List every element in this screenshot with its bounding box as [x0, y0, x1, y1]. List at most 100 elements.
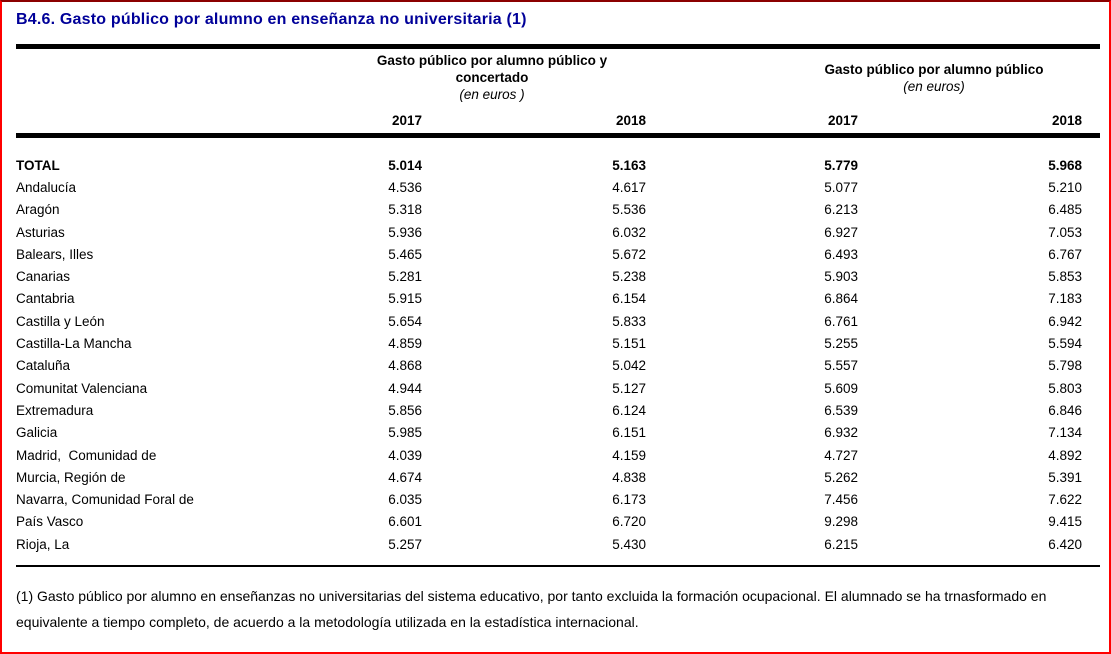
group-header-title: Gasto público por alumno público — [824, 62, 1044, 77]
value-cell: 5.281 — [388, 269, 422, 285]
value-cell: 5.163 — [612, 157, 646, 173]
value-cell: 4.727 — [824, 447, 858, 463]
value-cell: 5.151 — [612, 336, 646, 352]
value-cell: 5.557 — [824, 358, 858, 374]
region-cell: Andalucía — [16, 179, 77, 195]
region-cell: Murcia, Región de — [16, 469, 126, 485]
region-cell: Balears, Illes — [16, 246, 94, 262]
table-row: Comunitat Valenciana 4.944 5.127 5.609 5.803 — [16, 377, 1082, 399]
value-cell: 5.391 — [1048, 469, 1082, 485]
table-row: País Vasco 6.601 6.720 9.298 9.415 — [16, 511, 1082, 533]
table-row: Galicia 5.985 6.151 6.932 7.134 — [16, 422, 1082, 444]
value-cell: 6.720 — [612, 514, 646, 530]
data-table: TOTAL 5.014 5.163 5.779 5.968 Andalucía 4.536 4… — [16, 154, 1082, 555]
table-row: Castilla y León 5.654 5.833 6.761 6.942 — [16, 310, 1082, 332]
value-cell: 5.985 — [388, 425, 422, 441]
table-row: Navarra, Comunidad Foral de 6.035 6.173 7.4… — [16, 488, 1082, 510]
value-cell: 4.868 — [388, 358, 422, 374]
region-cell: Rioja, La — [16, 536, 70, 552]
value-cell: 5.672 — [612, 246, 646, 262]
value-cell: 5.318 — [388, 202, 422, 218]
region-cell: Castilla y León — [16, 313, 105, 329]
table-row: TOTAL 5.014 5.163 5.779 5.968 — [16, 154, 1082, 176]
region-cell: Castilla-La Mancha — [16, 336, 132, 352]
value-cell: 5.936 — [388, 224, 422, 240]
page-title: B4.6. Gasto público por alumno en enseña… — [16, 11, 527, 28]
table-row: Murcia, Región de 4.674 4.838 5.262 5.391 — [16, 466, 1082, 488]
value-cell: 6.154 — [612, 291, 646, 307]
value-cell: 5.853 — [1048, 269, 1082, 285]
value-cell: 9.298 — [824, 514, 858, 530]
value-cell: 5.262 — [824, 469, 858, 485]
value-cell: 5.968 — [1048, 157, 1082, 173]
top-rule — [16, 44, 1100, 49]
value-cell: 6.032 — [612, 224, 646, 240]
table-area: Gasto público por alumno público y conce… — [16, 44, 1100, 635]
group-header-unit: (en euros) — [903, 79, 965, 94]
group-header-unit: (en euros ) — [459, 87, 525, 102]
value-cell: 4.159 — [612, 447, 646, 463]
region-cell: Asturias — [16, 224, 65, 240]
table-row: Rioja, La 5.257 5.430 6.215 6.420 — [16, 533, 1082, 555]
value-cell: 7.134 — [1048, 425, 1082, 441]
table-header: Gasto público por alumno público y conce… — [16, 49, 1100, 133]
value-cell: 5.798 — [1048, 358, 1082, 374]
region-cell: País Vasco — [16, 514, 84, 530]
value-cell: 6.761 — [824, 313, 858, 329]
value-cell: 5.609 — [824, 380, 858, 396]
value-cell: 7.183 — [1048, 291, 1082, 307]
value-cell: 6.173 — [612, 492, 646, 508]
value-cell: 5.042 — [612, 358, 646, 374]
value-cell: 5.257 — [388, 536, 422, 552]
footnote: (1) Gasto público por alumno en enseñanz… — [16, 588, 1047, 631]
value-cell: 6.601 — [388, 514, 422, 530]
bottom-rule — [16, 565, 1100, 568]
table-row: Madrid, Comunidad de 4.039 4.159 4.727 4.892 — [16, 444, 1082, 466]
table-row: Balears, Illes 5.465 5.672 6.493 6.767 — [16, 243, 1082, 265]
year-header-2017-a: 2017 — [391, 113, 422, 128]
value-cell: 6.485 — [1048, 202, 1082, 218]
year-header-2018-b: 2018 — [1051, 113, 1082, 128]
value-cell: 5.856 — [388, 402, 422, 418]
table-row: Cataluña 4.868 5.042 5.557 5.798 — [16, 355, 1082, 377]
table-row: Aragón 5.318 5.536 6.213 6.485 — [16, 199, 1082, 221]
value-cell: 6.846 — [1048, 402, 1082, 418]
region-cell: Galicia — [16, 425, 58, 441]
value-cell: 5.210 — [1048, 179, 1082, 195]
value-cell: 4.674 — [388, 469, 422, 485]
value-cell: 7.053 — [1048, 224, 1082, 240]
region-cell: Cataluña — [16, 358, 71, 374]
value-cell: 5.077 — [824, 179, 858, 195]
table-row: Cantabria 5.915 6.154 6.864 7.183 — [16, 288, 1082, 310]
group-header-title: Gasto público por alumno público y conce… — [376, 53, 608, 85]
value-cell: 6.932 — [824, 425, 858, 441]
value-cell: 6.942 — [1048, 313, 1082, 329]
value-cell: 4.892 — [1048, 447, 1082, 463]
value-cell: 9.415 — [1048, 514, 1082, 530]
table-row: Andalucía 4.536 4.617 5.077 5.210 — [16, 176, 1082, 198]
value-cell: 6.493 — [824, 246, 858, 262]
value-cell: 6.035 — [388, 492, 422, 508]
value-cell: 7.622 — [1048, 492, 1082, 508]
value-cell: 5.779 — [824, 157, 858, 173]
value-cell: 4.536 — [388, 179, 422, 195]
value-cell: 6.151 — [612, 425, 646, 441]
value-cell: 6.927 — [824, 224, 858, 240]
value-cell: 5.430 — [612, 536, 646, 552]
region-cell: Canarias — [16, 269, 71, 285]
value-cell: 7.456 — [824, 492, 858, 508]
table-row: Castilla-La Mancha 4.859 5.151 5.255 5.594 — [16, 332, 1082, 354]
year-header-2017-b: 2017 — [827, 113, 858, 128]
value-cell: 4.944 — [388, 380, 422, 396]
value-cell: 5.465 — [388, 246, 422, 262]
value-cell: 6.420 — [1048, 536, 1082, 552]
value-cell: 6.215 — [824, 536, 858, 552]
value-cell: 5.536 — [612, 202, 646, 218]
value-cell: 6.767 — [1048, 246, 1082, 262]
region-cell: Navarra, Comunidad Foral de — [16, 492, 194, 508]
value-cell: 5.238 — [612, 269, 646, 285]
value-cell: 6.864 — [824, 291, 858, 307]
header-rule — [16, 133, 1100, 138]
value-cell: 5.594 — [1048, 336, 1082, 352]
